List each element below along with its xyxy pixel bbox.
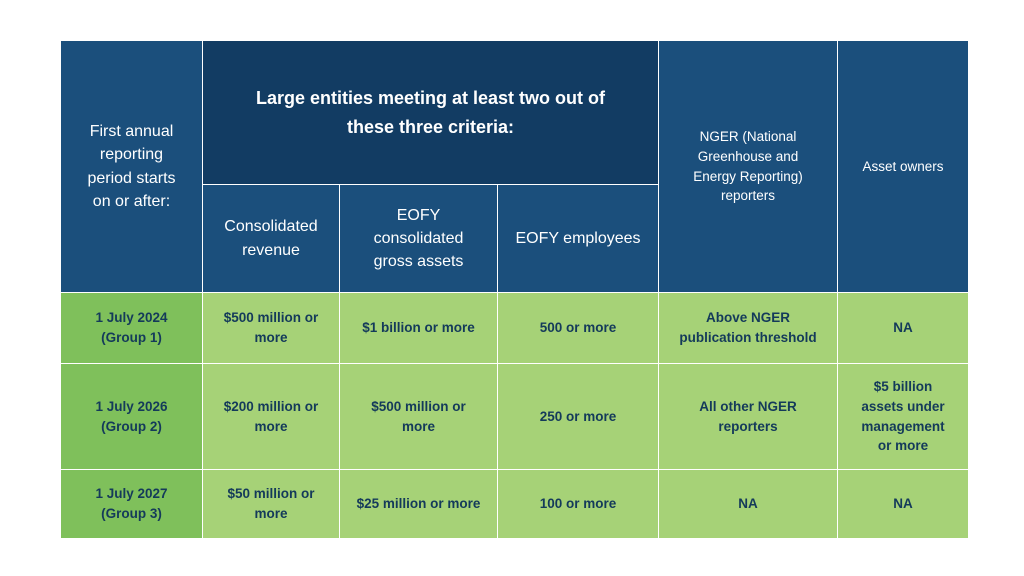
row-period-cell: 1 July 2027 (Group 3)	[61, 470, 202, 538]
row-employees-value: 250 or more	[539, 408, 617, 424]
row-assets-cell: $1 billion or more	[340, 293, 497, 363]
header-asset-owners: Asset owners	[838, 41, 968, 292]
row-asset-owners-value: $5 billion assets under management or mo…	[861, 379, 945, 454]
header-employees-label: EOFY employees	[515, 229, 641, 247]
row-asset-owners-cell: NA	[838, 470, 968, 538]
row-asset-owners-cell: NA	[838, 293, 968, 363]
row-revenue-value: $50 million or more	[227, 486, 315, 521]
header-criteria-group: Large entities meeting at least two out …	[203, 41, 658, 184]
row-employees-value: 500 or more	[539, 320, 617, 336]
row-revenue-value: $500 million or more	[223, 310, 319, 345]
row-assets-value: $1 billion or more	[362, 320, 475, 336]
row-employees-cell: 500 or more	[498, 293, 658, 363]
header-consolidated-revenue: Consolidated revenue	[203, 185, 339, 292]
header-gross-assets: EOFY consolidated gross assets	[340, 185, 497, 292]
header-employees: EOFY employees	[498, 185, 658, 292]
row-nger-value: All other NGER reporters	[699, 398, 797, 434]
header-gross-assets-label: EOFY consolidated gross assets	[373, 206, 464, 271]
header-nger-reporters: NGER (National Greenhouse and Energy Rep…	[659, 41, 837, 292]
row-period-cell: 1 July 2024 (Group 1)	[61, 293, 202, 363]
row-asset-owners-value: NA	[893, 320, 913, 336]
row-revenue-value: $200 million or more	[223, 398, 319, 434]
row-asset-owners-cell: $5 billion assets under management or mo…	[838, 364, 968, 469]
row-revenue-cell: $200 million or more	[203, 364, 339, 469]
row-period-label: 1 July 2026 (Group 2)	[95, 398, 168, 434]
row-nger-value: NA	[738, 496, 758, 512]
row-assets-value: $25 million or more	[356, 496, 481, 512]
header-asset-owners-label: Asset owners	[862, 158, 944, 174]
row-revenue-cell: $500 million or more	[203, 293, 339, 363]
row-nger-cell: Above NGER publication threshold	[659, 293, 837, 363]
header-first-reporting-period-label: First annual reporting period starts on …	[87, 123, 176, 210]
row-nger-value: Above NGER publication threshold	[679, 310, 817, 345]
reporting-requirements-table: First annual reporting period starts on …	[61, 41, 968, 538]
row-employees-cell: 100 or more	[498, 470, 658, 538]
row-period-label: 1 July 2024 (Group 1)	[95, 310, 168, 345]
row-revenue-cell: $50 million or more	[203, 470, 339, 538]
row-assets-cell: $500 million or more	[340, 364, 497, 469]
row-period-label: 1 July 2027 (Group 3)	[95, 486, 168, 521]
row-period-cell: 1 July 2026 (Group 2)	[61, 364, 202, 469]
row-assets-value: $500 million or more	[371, 398, 466, 434]
row-employees-value: 100 or more	[539, 496, 617, 512]
row-asset-owners-value: NA	[893, 496, 913, 512]
header-criteria-group-label: Large entities meeting at least two out …	[255, 87, 606, 137]
header-first-reporting-period: First annual reporting period starts on …	[61, 41, 202, 292]
row-employees-cell: 250 or more	[498, 364, 658, 469]
header-consolidated-revenue-label: Consolidated revenue	[224, 218, 318, 259]
row-assets-cell: $25 million or more	[340, 470, 497, 538]
row-nger-cell: All other NGER reporters	[659, 364, 837, 469]
header-nger-reporters-label: NGER (National Greenhouse and Energy Rep…	[693, 129, 803, 204]
row-nger-cell: NA	[659, 470, 837, 538]
